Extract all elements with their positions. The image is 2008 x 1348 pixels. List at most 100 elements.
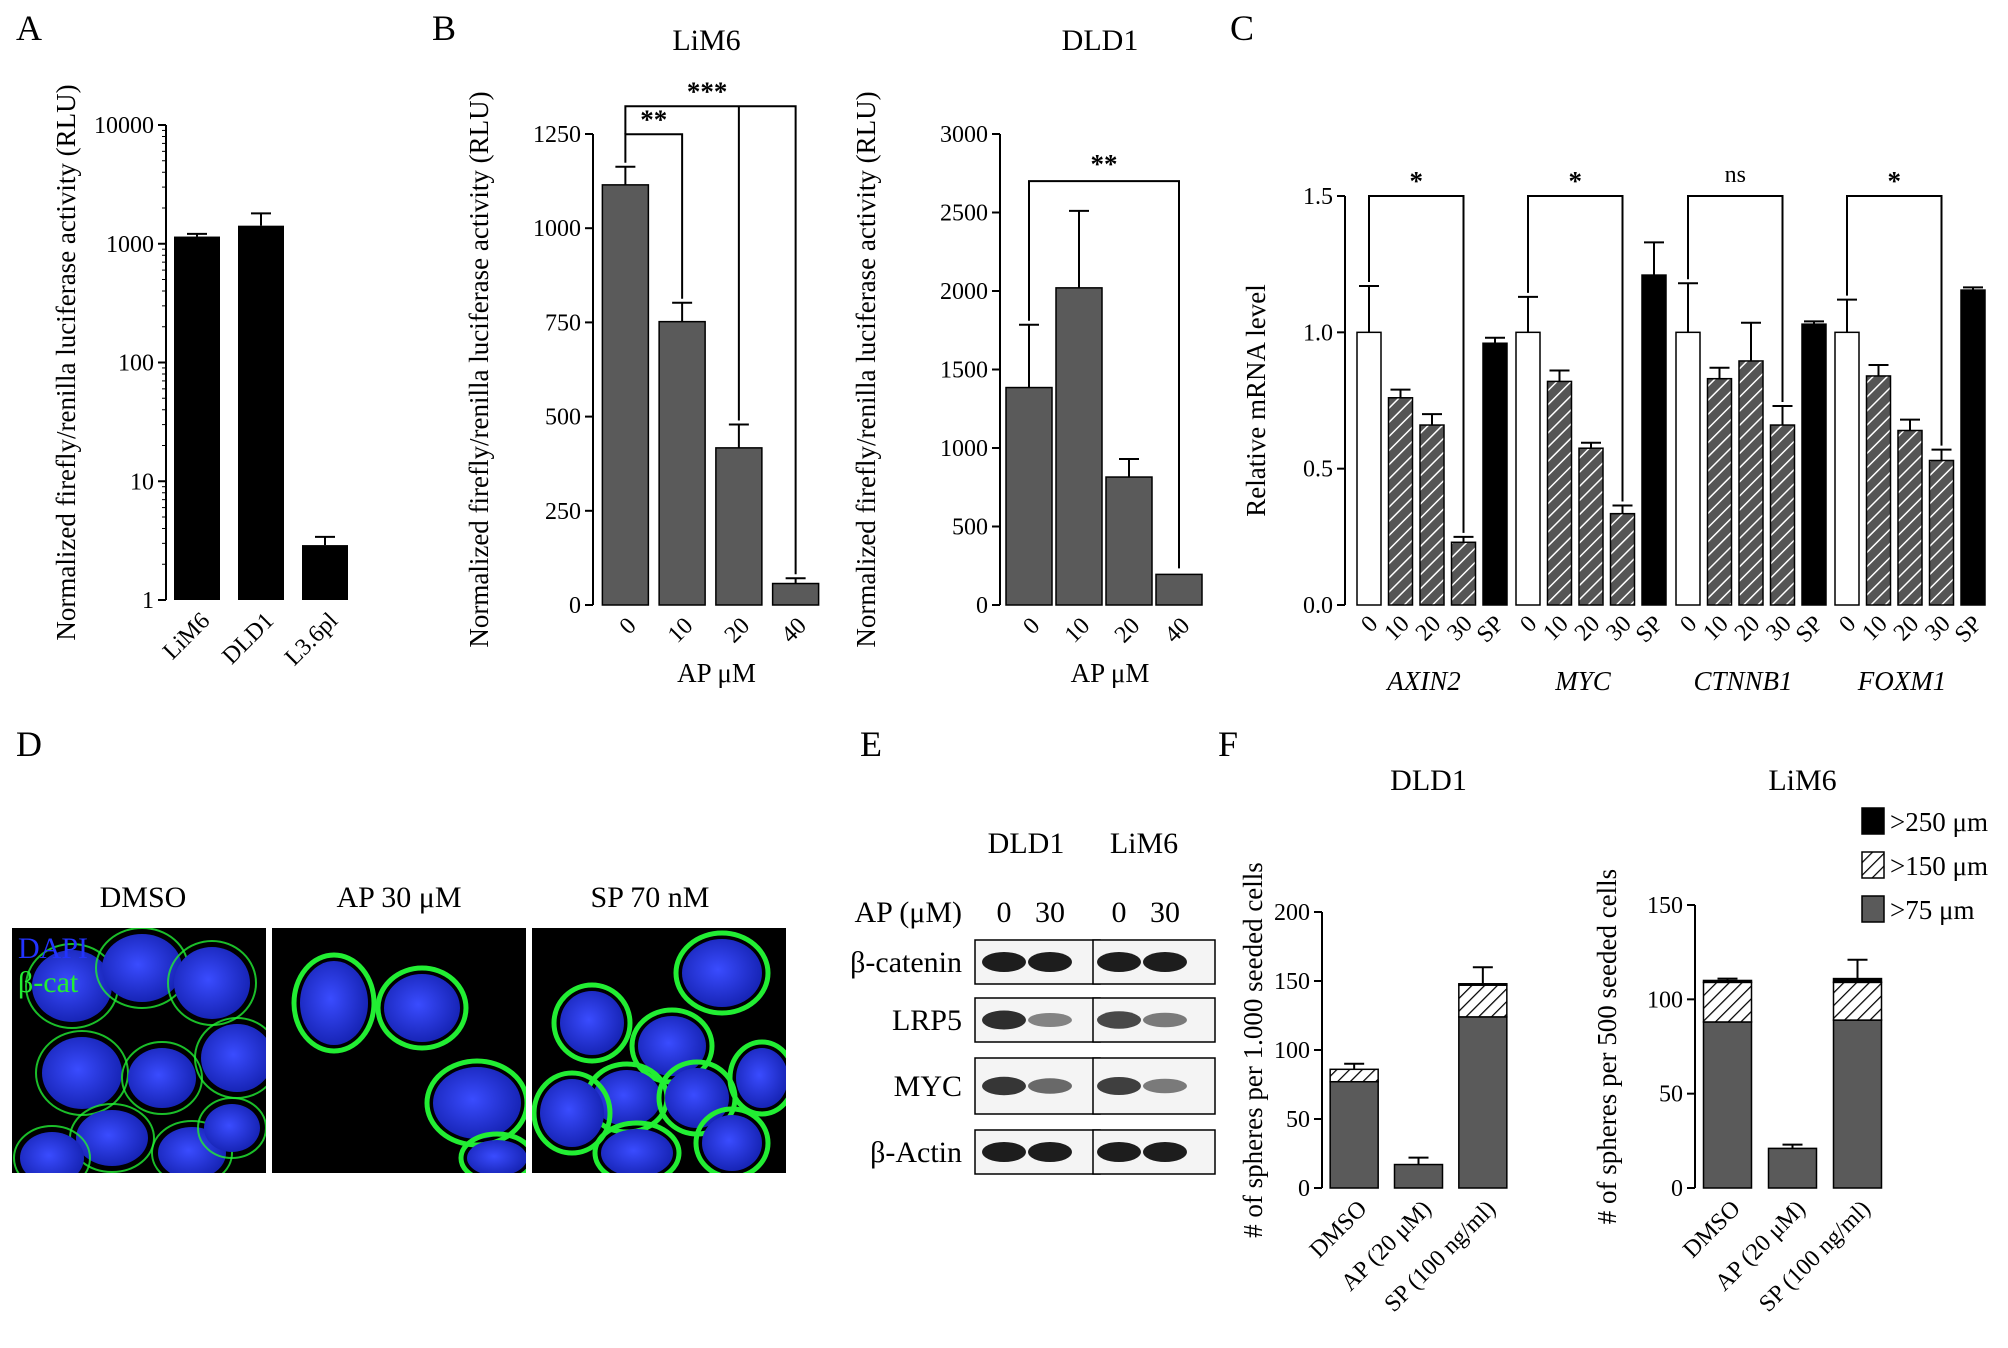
chart-b2-bar: [1005, 386, 1053, 606]
chart-c-group-label: FOXM1: [1857, 666, 1946, 696]
cell-nucleus: [201, 1024, 266, 1092]
chart-c-y-tick-label: 1.5: [1303, 184, 1333, 210]
chart-c-bar: [1865, 375, 1892, 606]
cell-nucleus: [433, 1067, 521, 1139]
chart-b2-sig-bracket: [1028, 180, 1180, 569]
panel-letter-a: A: [16, 8, 42, 48]
chart-b1-y-tick-label: 0: [569, 593, 581, 619]
chart-b1-x-axis-label: AP μM: [677, 658, 756, 688]
chart-f1-y-tick-label: 150: [1274, 969, 1310, 995]
micrograph-cells: [532, 930, 786, 1173]
western-band: [1028, 1013, 1072, 1027]
chart-c-x-tick-label: 10: [1379, 611, 1414, 646]
chart-c-y-axis-label: Relative mRNA level: [1241, 284, 1271, 516]
chart-b1-x-tick-label: 20: [720, 613, 755, 648]
chart-f1-bar-segment: [1329, 1068, 1379, 1083]
chart-f-dld1-spheres: 0 50 100 150 200# of spheres per 1.000 seede…: [1238, 764, 1508, 1317]
western-dose-label: 30: [1035, 896, 1065, 929]
chart-a-luciferase-baseline: 1 10 100 1000 10000 Normalized firefly/renill…: [51, 84, 348, 671]
chart-f1-y-tick-label: 0: [1298, 1176, 1310, 1202]
chart-c-bar: [1387, 397, 1414, 606]
chart-c-sig-bracket: [1527, 195, 1624, 502]
chart-a-y-tick-label: 1000: [106, 232, 154, 258]
chart-c-sig-label: *: [1569, 166, 1583, 196]
chart-f1-bar-segment: [1458, 984, 1508, 1018]
chart-b1-y-tick-label: 1250: [533, 122, 581, 148]
cell-nucleus: [601, 1129, 673, 1173]
cell-membrane: [375, 965, 469, 1051]
cell-nucleus: [174, 947, 250, 1019]
chart-c-bar: [1482, 342, 1508, 606]
western-band: [1097, 1077, 1141, 1095]
chart-b2-bar: [1105, 476, 1153, 606]
chart-f2-bar-segment: [1832, 981, 1883, 1021]
cell-nucleus: [736, 1048, 786, 1108]
chart-f2-legend-swatch: [1861, 895, 1885, 923]
chart-f2-bar-segment: [1832, 1019, 1883, 1189]
chart-b2-y-tick-label: 3000: [940, 122, 988, 148]
chart-f1-bar-segment: [1458, 1016, 1508, 1189]
panel-letter-f: F: [1218, 724, 1238, 764]
chart-b1-bar: [601, 184, 650, 606]
western-band: [1028, 1142, 1072, 1162]
chart-c-group-label: AXIN2: [1385, 666, 1461, 696]
chart-b2-y-tick-label: 2500: [940, 201, 988, 227]
micrograph-cells: [291, 952, 526, 1173]
western-cell-line-label: DLD1: [988, 827, 1065, 860]
channel-label-dapi: DAPI: [18, 932, 88, 965]
chart-f2-x-tick-label: SP (100 ng/ml): [1754, 1196, 1875, 1317]
western-protein-label: β-catenin: [850, 946, 962, 979]
chart-f2-legend-label: >250 μm: [1890, 807, 1988, 837]
chart-f1-y-tick-label: 50: [1286, 1107, 1310, 1133]
western-band: [982, 1076, 1026, 1096]
cell-nucleus: [20, 1132, 84, 1173]
chart-b1-x-tick-label: 40: [777, 613, 812, 648]
chart-a-x-tick-label: DLD1: [217, 608, 279, 670]
chart-f2-y-tick-label: 50: [1659, 1082, 1683, 1108]
chart-b-lim6: 0 250 500 750 1000 1250 Normalized firefly/ren…: [464, 24, 820, 688]
chart-b1-sig-label: ***: [687, 76, 728, 106]
chart-f1-title: DLD1: [1390, 764, 1467, 797]
chart-f2-title: LiM6: [1768, 764, 1836, 797]
chart-b1-bar: [771, 582, 820, 606]
chart-c-x-tick-label: 0: [1515, 611, 1542, 638]
western-protein-label: LRP5: [892, 1004, 962, 1037]
western-band: [982, 1010, 1026, 1030]
chart-a-bar: [302, 545, 348, 600]
western-band: [982, 952, 1026, 972]
cell-nucleus: [102, 934, 182, 1002]
chart-b1-y-tick-label: 750: [545, 310, 581, 336]
cell-membrane: [592, 1120, 682, 1173]
chart-f2-y-axis-label: # of spheres per 500 seeded cells: [1592, 869, 1622, 1224]
western-band: [1143, 1078, 1187, 1094]
chart-b1-y-axis-label: Normalized firefly/renilla luciferase ac…: [464, 91, 494, 647]
chart-b-dld1: 0 500 1000 1500 2000 2500 3000 Normalized firef…: [851, 24, 1203, 688]
cell-membrane: [727, 1039, 786, 1117]
chart-c-x-tick-label: 0: [1675, 611, 1702, 638]
chart-c-sig-label: *: [1410, 166, 1424, 196]
chart-a-bar: [174, 236, 220, 601]
chart-c-sig-label: *: [1888, 166, 1902, 196]
chart-b1-bar: [715, 447, 763, 606]
chart-f1-bar-segment: [1329, 1080, 1379, 1189]
chart-c-x-tick-label: 20: [1570, 611, 1605, 646]
western-protein-label: β-Actin: [870, 1136, 962, 1169]
cell-membrane: [458, 1131, 526, 1173]
western-dose-label: 0: [1112, 896, 1127, 929]
chart-b2-x-tick-label: 40: [1160, 613, 1195, 648]
cell-membrane: [121, 1041, 203, 1115]
cell-nucleus: [467, 1140, 526, 1173]
western-dose-label: 0: [997, 896, 1012, 929]
chart-c-bar: [1356, 331, 1382, 606]
chart-a-bar: [238, 225, 284, 600]
cell-membrane: [551, 982, 633, 1064]
western-band: [1028, 952, 1072, 972]
chart-f2-bar-segment: [1702, 979, 1753, 984]
chart-c-x-tick-label: 20: [1411, 611, 1446, 646]
chart-b1-bar: [658, 320, 706, 606]
chart-c-bar: [1675, 331, 1701, 606]
chart-c-sig-bracket: [1687, 195, 1784, 402]
chart-b1-title: LiM6: [672, 24, 740, 57]
